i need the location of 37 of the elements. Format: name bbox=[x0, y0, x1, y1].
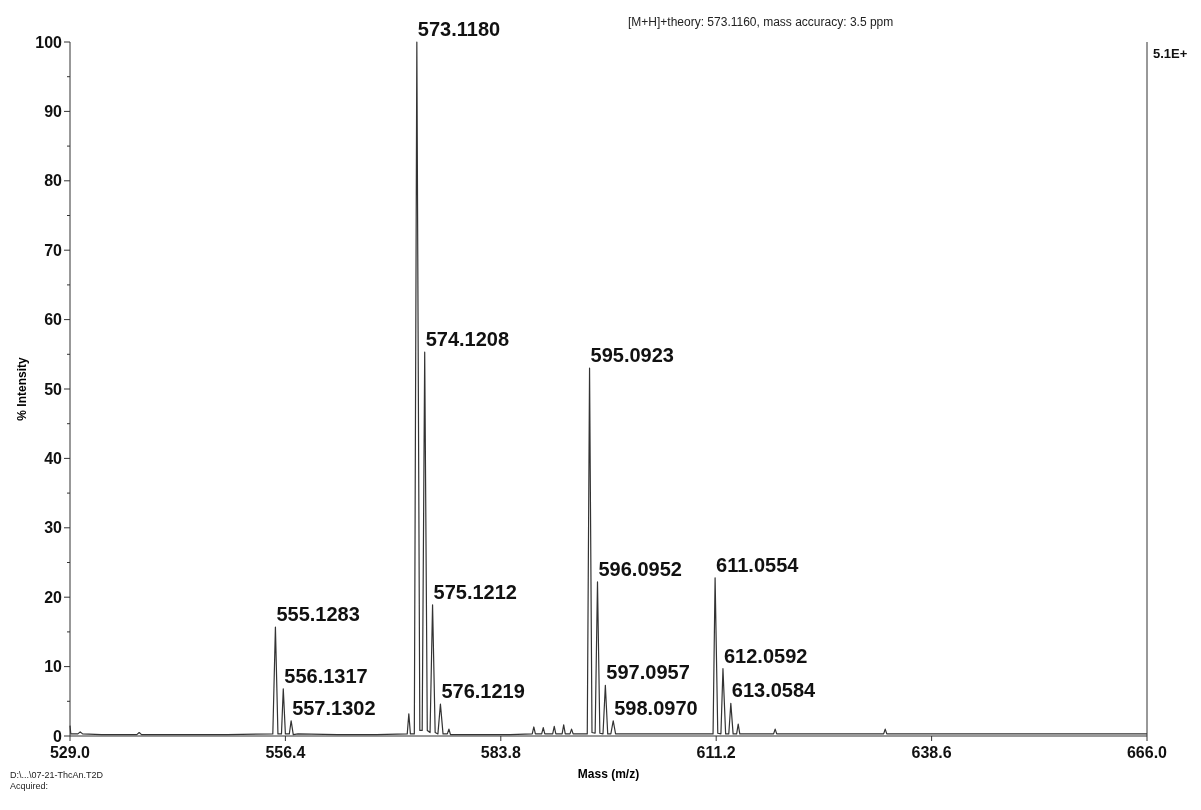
annotation: 573.1180 bbox=[417, 18, 501, 40]
annotation: 611.0554 bbox=[716, 553, 800, 576]
y-tick-label: 10 bbox=[44, 658, 63, 676]
annotation: 575.1212 bbox=[433, 580, 517, 603]
x-tick-label: 638.6 bbox=[911, 744, 952, 761]
chart-title: [M+H]+theory: 573.1160, mass accuracy: 3.5 ppm bbox=[628, 15, 894, 29]
y-tick-label: 60 bbox=[44, 311, 63, 329]
y-tick-label: 80 bbox=[44, 172, 63, 190]
y-tick-label: 90 bbox=[44, 103, 63, 120]
x-tick-label: 666.0 bbox=[1126, 744, 1168, 761]
annotation: 612.0592 bbox=[723, 644, 808, 667]
annotation: 556.1317 bbox=[284, 664, 368, 687]
x-tick-label: 583.8 bbox=[480, 744, 521, 761]
annotation: 598.0970 bbox=[614, 696, 698, 719]
annotation: 555.1283 bbox=[276, 603, 360, 626]
annotation: 595.0923 bbox=[590, 344, 674, 367]
x-tick-label: 556.4 bbox=[265, 744, 306, 761]
annotation: 596.0952 bbox=[598, 557, 682, 580]
text: 5.1E+ bbox=[1153, 46, 1188, 61]
y-tick-label: 0 bbox=[53, 727, 63, 745]
y-tick-label: 100 bbox=[35, 33, 63, 51]
y-axis-title: % Intensity bbox=[15, 357, 29, 421]
y-tick-label: 40 bbox=[44, 450, 63, 467]
y-tick-label: 70 bbox=[44, 241, 63, 259]
x-tick-label: 611.2 bbox=[696, 744, 736, 761]
y-tick-label: 30 bbox=[44, 519, 63, 537]
annotation: 557.1302 bbox=[292, 696, 376, 719]
y-tick-label: 50 bbox=[44, 380, 63, 398]
annotation: 597.0957 bbox=[606, 661, 690, 684]
y-tick-label: 20 bbox=[44, 588, 63, 606]
x-axis-title: Mass (m/z) bbox=[577, 767, 640, 781]
annotation: 574.1208 bbox=[425, 328, 510, 351]
text: Acquired: bbox=[10, 781, 49, 791]
x-tick-label: 529.0 bbox=[49, 744, 91, 761]
annotation: 613.0584 bbox=[731, 679, 817, 702]
annotation: 576.1219 bbox=[441, 680, 525, 703]
text: D:\...\07-21-ThcAn.T2D bbox=[10, 770, 104, 780]
